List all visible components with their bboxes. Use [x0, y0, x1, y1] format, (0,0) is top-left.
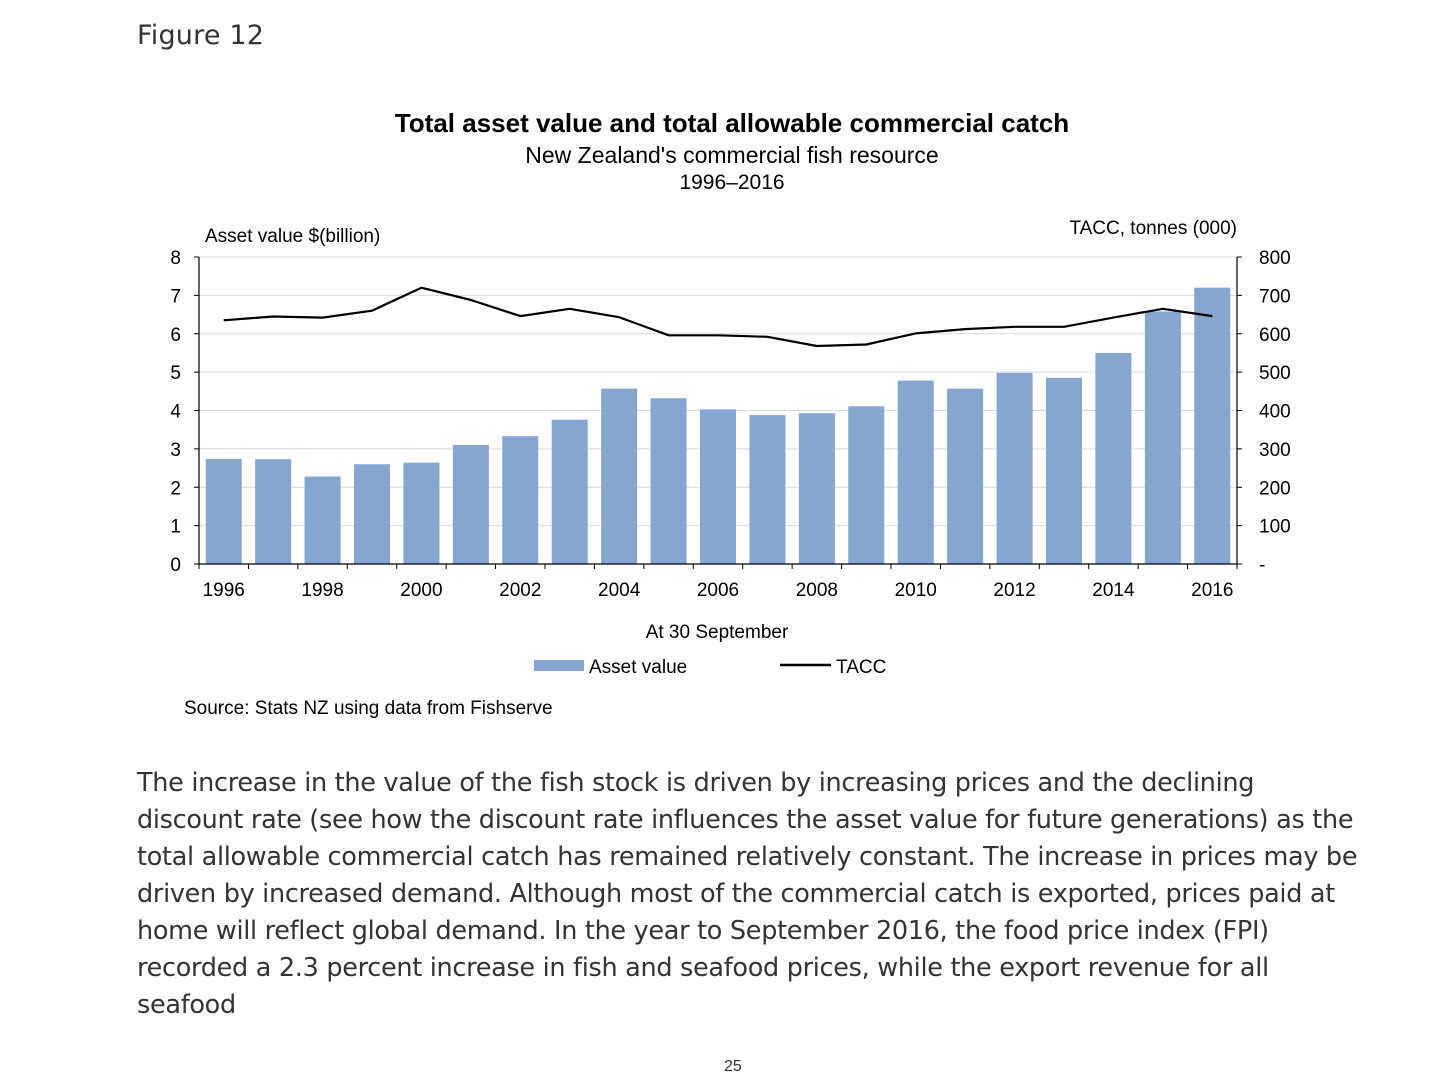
legend-label-asset-value: Asset value	[589, 657, 687, 678]
body-paragraph: The increase in the value of the fish st…	[137, 768, 1358, 1020]
figure-label: Figure 12	[137, 20, 265, 51]
bar-asset-value	[205, 458, 242, 564]
bar-asset-value	[403, 462, 440, 564]
y-axis-left-label: Asset value $(billion)	[205, 226, 380, 247]
y-left-tick-label: 1	[170, 517, 181, 538]
page-number: 25	[724, 1058, 742, 1075]
y-right-tick-label: -	[1259, 555, 1265, 576]
y-right-tick-label: 300	[1259, 440, 1291, 461]
bar-asset-value	[798, 413, 835, 564]
bar-asset-value	[996, 372, 1033, 564]
y-left-tick-label: 3	[170, 440, 181, 461]
chart-period: 1996–2016	[679, 171, 785, 194]
bar-asset-value	[848, 406, 885, 564]
y-left-tick-label: 6	[170, 325, 181, 346]
x-tick-label: 2014	[1092, 580, 1135, 601]
bar-asset-value	[1144, 311, 1181, 564]
y-right-tick-label: 200	[1259, 478, 1291, 499]
legend-label-tacc: TACC	[836, 657, 886, 678]
y-left-tick-label: 4	[170, 402, 181, 423]
bar-asset-value	[354, 464, 390, 564]
line-tacc	[223, 286, 1213, 348]
bar-asset-value	[1095, 352, 1132, 564]
bar-asset-value	[502, 436, 539, 564]
y-left-tick-label: 8	[170, 248, 181, 269]
x-tick-label: 2004	[598, 580, 641, 601]
y-right-tick-label: 800	[1259, 248, 1291, 269]
bar-asset-value	[897, 380, 934, 564]
x-tick-label: 2010	[895, 580, 937, 601]
legend: Asset value TACC	[534, 657, 886, 678]
y-left-tick-label: 2	[170, 478, 181, 499]
bar-asset-value	[947, 388, 984, 564]
chart-subtitle: New Zealand's commercial fish resource	[525, 142, 939, 168]
bar-asset-value	[749, 415, 786, 564]
bar-asset-value	[452, 445, 489, 564]
chart-svg: 0 1 2 3 4 5 6 7 8 - 100 200 300 400 500 600 700 800 1996 19…	[170, 218, 1291, 678]
y-right-tick-label: 500	[1259, 363, 1291, 384]
bar-asset-value	[601, 388, 638, 564]
y-left-tick-label: 5	[170, 363, 181, 384]
x-tick-label: 2006	[697, 580, 739, 601]
y-right-tick-label: 700	[1259, 286, 1291, 307]
bar-asset-value	[1046, 377, 1082, 564]
x-tick-label: 1996	[203, 580, 245, 601]
x-tick-label: 2016	[1191, 580, 1233, 601]
x-tick-label: 2012	[993, 580, 1035, 601]
y-axis-right-label: TACC, tonnes (000)	[1069, 218, 1237, 239]
bar-asset-value	[255, 459, 292, 564]
x-tick-label: 2008	[796, 580, 838, 601]
y-right-tick-label: 100	[1259, 517, 1291, 538]
legend-swatch-asset-value	[534, 660, 584, 671]
bar-asset-value	[551, 419, 588, 564]
y-left-tick-label: 0	[170, 555, 181, 576]
chart-title: Total asset value and total allowable co…	[394, 108, 1070, 138]
x-tick-label: 2002	[499, 580, 541, 601]
x-tick-label: 1998	[301, 580, 343, 601]
y-right-tick-label: 600	[1259, 325, 1291, 346]
bar-asset-value	[304, 476, 341, 564]
y-left-tick-label: 7	[170, 286, 181, 307]
bar-asset-value	[700, 409, 736, 564]
chart-source: Source: Stats NZ using data from Fishser…	[184, 698, 553, 719]
x-tick-label: 2000	[400, 580, 442, 601]
x-axis-label: At 30 September	[646, 622, 789, 643]
bar-asset-value	[650, 398, 687, 564]
bar-asset-value	[1194, 287, 1231, 564]
y-right-tick-label: 400	[1259, 402, 1291, 423]
